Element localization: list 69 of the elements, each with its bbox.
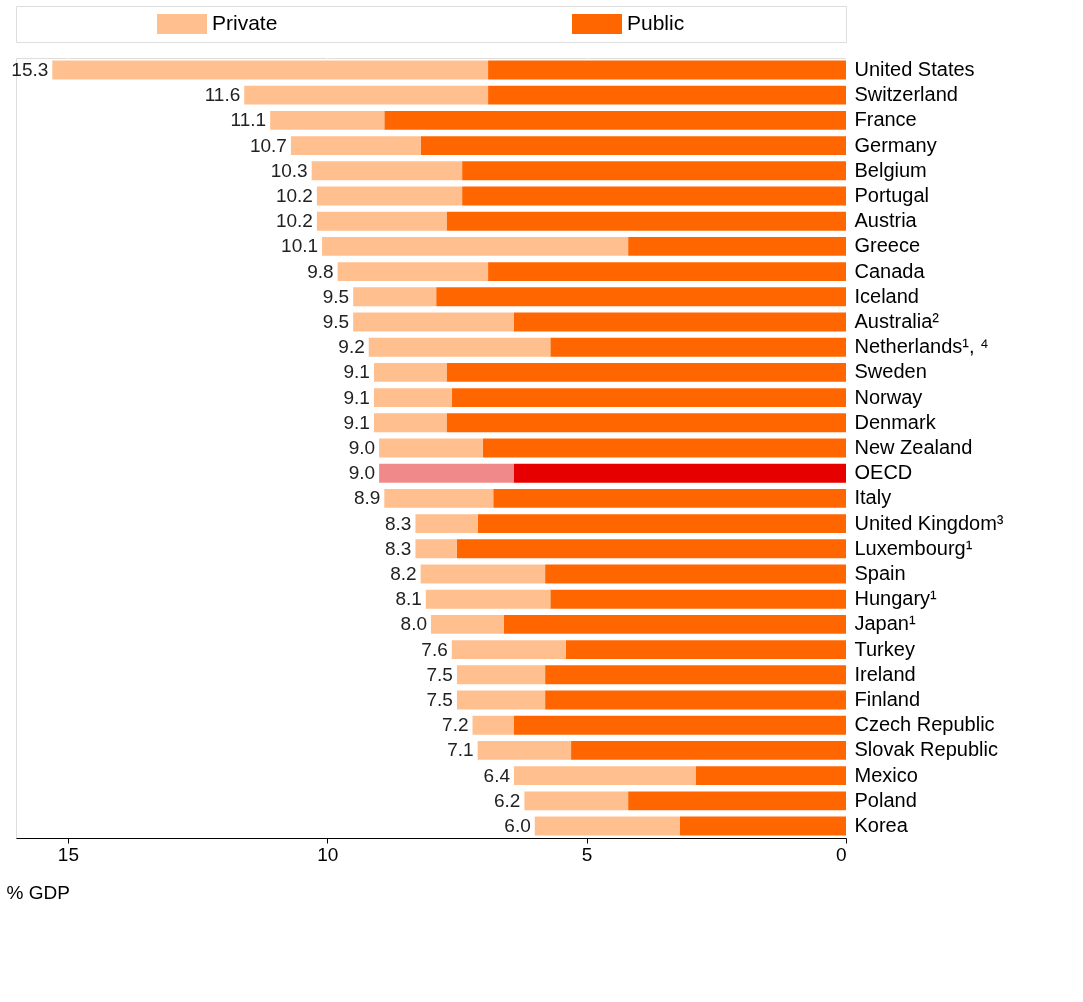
x-tick-label: 10 (317, 843, 339, 865)
total-label: 9.1 (343, 361, 370, 383)
total-label: 10.2 (275, 184, 313, 206)
y-tick-label: Denmark (854, 410, 937, 433)
total-label: 10.3 (270, 159, 308, 181)
legend-label: Private (212, 11, 278, 34)
y-tick-label: Netherlands¹, ⁴ (854, 335, 989, 358)
total-label: 8.3 (385, 512, 412, 534)
y-tick-label: Korea (854, 814, 909, 837)
total-label: 10.7 (249, 134, 287, 156)
y-tick-label: United States (854, 57, 975, 80)
total-label: 8.3 (385, 537, 412, 559)
total-label: 6.2 (493, 789, 521, 811)
total-label: 9.8 (307, 260, 334, 282)
y-tick-label: Poland (854, 788, 917, 811)
y-tick-label: Austria (854, 209, 918, 232)
y-tick-label: Portugal (854, 183, 929, 206)
total-label: 7.5 (426, 689, 453, 711)
y-tick-label: Slovak Republic (854, 738, 998, 761)
y-tick-label: Switzerland (854, 83, 958, 106)
y-tick-label: Turkey (854, 637, 915, 660)
y-tick-label: United Kingdom³ (854, 511, 1004, 534)
total-label: 7.2 (442, 714, 469, 736)
y-tick-label: Spain (854, 562, 906, 585)
y-tick-label: OECD (854, 461, 913, 484)
total-label: 9.5 (322, 310, 350, 332)
total-label: 9.5 (322, 285, 350, 307)
total-label: 6.4 (483, 764, 511, 786)
y-tick-label: New Zealand (854, 436, 973, 458)
total-label: 9.0 (348, 437, 376, 458)
y-tick-label: Germany (854, 133, 937, 156)
legend-label: Public (627, 11, 685, 34)
y-tick-label: Australia² (854, 309, 940, 332)
total-label: 9.1 (343, 386, 370, 408)
total-label: 9.2 (338, 336, 365, 358)
y-tick-label: Norway (854, 385, 923, 408)
y-tick-label: Luxembourg¹ (854, 536, 973, 559)
total-label: 8.1 (395, 588, 422, 610)
total-label: 11.1 (230, 109, 267, 131)
total-label: 9.0 (348, 462, 376, 484)
y-tick-label: Ireland (854, 662, 916, 685)
y-tick-label: France (854, 108, 917, 131)
total-label: 10.2 (275, 210, 313, 232)
y-tick-label: Japan¹ (854, 612, 916, 635)
total-label: 11.6 (204, 84, 241, 106)
total-label: 7.1 (447, 739, 474, 761)
total-label: 6.0 (504, 815, 531, 837)
y-tick-label: Finland (854, 688, 921, 711)
total-label: 8.9 (353, 487, 381, 509)
y-tick-label: Iceland (854, 284, 919, 307)
total-label: 8.0 (400, 613, 427, 635)
y-tick-label: Mexico (854, 763, 918, 786)
x-tick-label: 0 (835, 843, 847, 865)
y-tick-label: Italy (854, 486, 892, 509)
y-tick-label: Sweden (854, 360, 927, 383)
total-label: 8.2 (390, 563, 417, 585)
total-label: 7.5 (426, 663, 453, 685)
y-tick-label: Belgium (854, 158, 927, 181)
y-tick-label: Czech Republic (854, 713, 995, 736)
y-tick-label: Canada (854, 259, 926, 282)
y-tick-label: Hungary¹ (854, 587, 938, 610)
y-tick-label: Greece (854, 234, 921, 257)
total-label: 10.1 (281, 235, 319, 257)
x-tick-label: 5 (581, 843, 593, 865)
total-label: 9.1 (343, 411, 370, 433)
total-label: 15.3 (11, 58, 49, 80)
total-label: 7.6 (421, 638, 448, 660)
x-axis-title: % GDP (6, 881, 70, 903)
x-tick-label: 15 (57, 843, 79, 865)
